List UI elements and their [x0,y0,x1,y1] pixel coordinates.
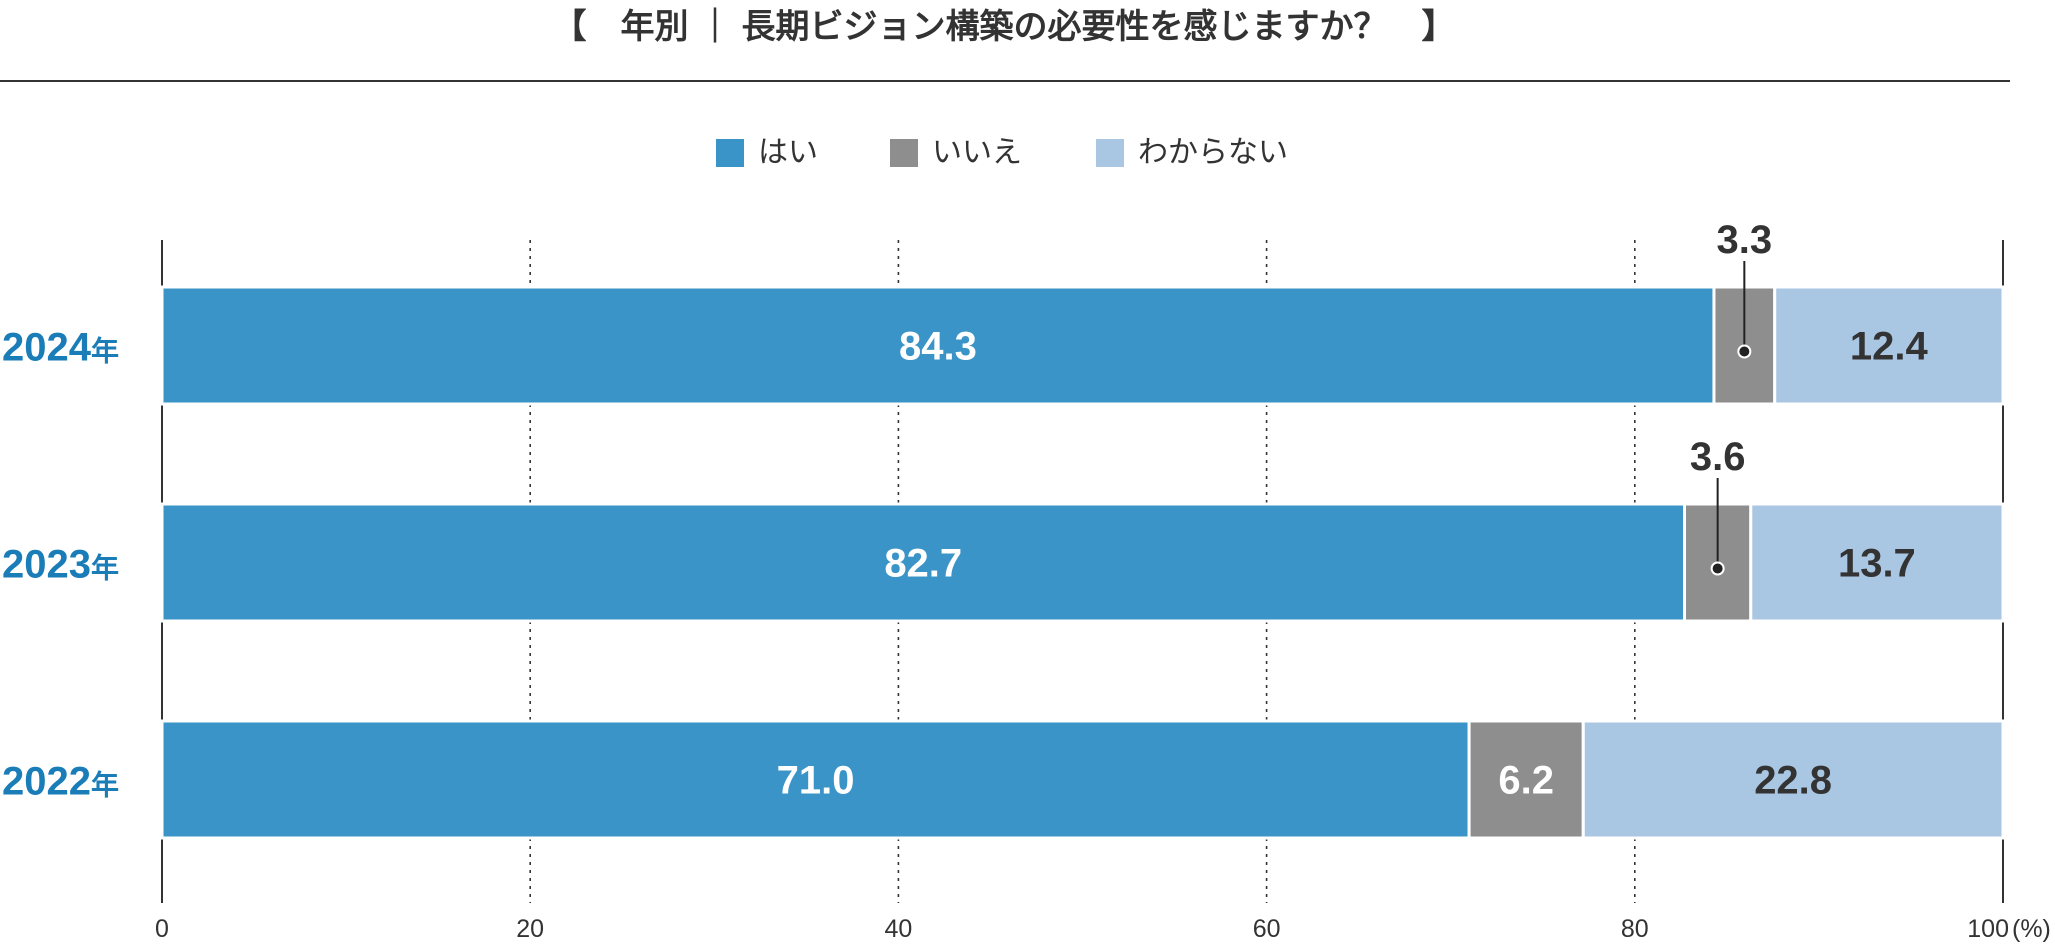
value-label-yes-2: 71.0 [777,759,855,803]
bar-unknown-2 [1581,719,2005,840]
x-tick-label-60: 60 [1253,915,1281,943]
legend: はい いいえ わからない [716,136,1288,169]
callout-dot-1 [1710,561,1725,576]
x-axis-unit: (%) [2012,915,2051,943]
value-label-unknown-2: 22.8 [1754,759,1832,803]
x-tick-label-0: 0 [155,915,169,943]
bar-yes-0 [160,285,1716,406]
value-label-unknown-0: 12.4 [1850,325,1929,369]
legend-label-yes: はい [758,136,818,169]
legend-swatch-unknown [1096,139,1124,167]
x-tick-label-100: 100 [1967,915,2009,943]
legend-label-no: いいえ [932,136,1022,169]
legend-swatch-yes [716,139,744,167]
bar-yes-1 [160,502,1687,623]
year-label-0: 2024年 [2,326,119,370]
x-axis: 0 20 40 60 80 100 (%) [155,915,2051,943]
value-label-yes-1: 82.7 [884,542,962,586]
value-label-no-0: 3.3 [1717,218,1773,262]
chart-title: 【 年別 ｜ 長期ビジョン構築の必要性を感じますか？ 】 [553,7,1456,46]
bars: 2024年 84.3 3.3 12.4 2023年 82.7 3.6 13.7 2022年 71.… [2,218,2005,840]
bar-unknown-0 [1773,285,2005,406]
value-label-yes-0: 84.3 [899,325,977,369]
legend-swatch-no [890,139,918,167]
x-tick-label-40: 40 [884,915,912,943]
grid [161,240,2004,903]
value-label-no-2: 6.2 [1498,759,1554,803]
year-label-1: 2023年 [2,543,119,587]
value-label-no-1: 3.6 [1690,435,1746,479]
callout-dot-0 [1737,344,1752,359]
year-label-2: 2022年 [2,760,119,804]
value-label-unknown-1: 13.7 [1838,542,1916,586]
bar-unknown-1 [1749,502,2005,623]
bar-yes-2 [160,719,1471,840]
legend-label-unknown: わからない [1138,136,1288,169]
x-tick-label-20: 20 [516,915,544,943]
x-tick-label-80: 80 [1621,915,1649,943]
bar-no-2 [1467,719,1585,840]
